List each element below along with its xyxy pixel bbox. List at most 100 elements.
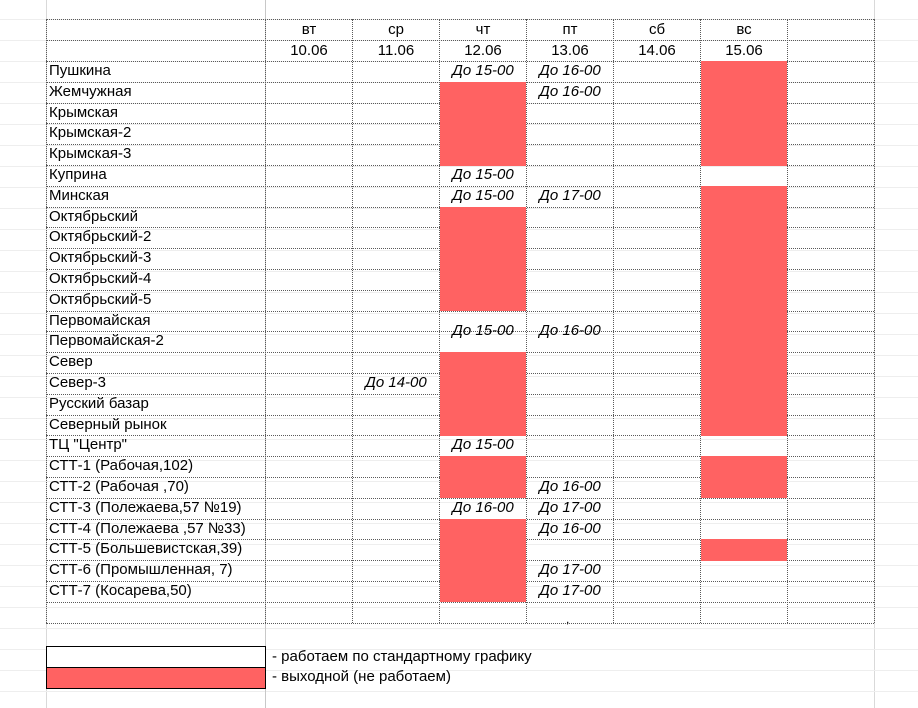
store-name: Крымская-2 [49,124,132,142]
day-off-cell [440,539,526,561]
day-off-cell [701,185,787,208]
column-border [787,19,788,623]
legend-label-standard: - работаем по стандартному графику [272,648,532,665]
store-name: СТТ-4 (Полежаева ,57 №33) [49,519,246,537]
weekday-header: ср [388,21,404,38]
sheet-gridline [0,166,918,167]
day-off-cell [440,123,526,145]
store-name: Первомайская-2 [49,332,164,350]
column-border [874,19,875,623]
day-off-cell [701,144,787,166]
hours-cell: До 15-00 [452,62,514,79]
sheet-gridline [0,670,918,671]
day-off-cell [440,477,526,499]
column-border [526,19,527,623]
hours-cell: До 14-00 [365,374,427,391]
date-header: 13.06 [551,42,589,59]
day-off-cell [701,81,787,104]
store-name: Север-3 [49,374,106,391]
day-off-cell [701,414,787,436]
day-off-cell [440,373,526,395]
day-off-cell [701,102,787,124]
day-off-cell [701,477,787,499]
day-off-cell [440,289,526,312]
store-name: Первомайская [49,311,151,329]
legend-swatch-day-off [46,667,266,689]
row-border [46,40,874,41]
store-name: Минская [49,186,110,204]
hours-cell-merged: До 15-00 [452,322,514,340]
store-name: Север [49,353,93,371]
day-off-cell [440,352,526,374]
sheet-gridline [0,649,918,650]
day-off-cell [440,414,526,436]
sheet-gridline [0,439,918,440]
day-off-cell [440,144,526,166]
store-name: Русский базар [49,394,149,412]
day-off-cell [701,539,787,561]
sheet-gridline [0,607,918,608]
hours-cell: До 17-00 [539,186,601,204]
column-border [613,19,614,623]
day-off-cell [440,581,526,603]
sheet-gridline [0,334,918,335]
day-off-cell [701,393,787,416]
day-off-cell [701,123,787,145]
sheet-gridline [0,187,918,188]
row-border [46,186,874,187]
day-off-cell [440,518,526,540]
weekday-header: вт [301,21,317,38]
hours-cell: До 16-00 [539,478,601,495]
date-header: 11.06 [377,42,415,59]
store-name: СТТ-2 (Рабочая ,70) [49,478,189,495]
store-name: Октябрьский-5 [49,290,152,308]
day-off-cell [440,560,526,582]
legend-label-day-off: - выходной (не работаем) [272,668,451,685]
date-header: 10.06 [290,42,328,59]
store-name: СТТ-3 (Полежаева,57 №19) [49,498,242,516]
row-border [46,331,874,332]
store-name: Октябрьский [49,207,138,225]
sheet-gridline [0,628,918,629]
store-name: Жемчужная [49,82,132,100]
column-border [352,19,353,623]
store-name: Октябрьский-2 [49,228,152,246]
day-off-cell [440,206,526,228]
day-off-cell [440,456,526,478]
store-name: Крымская-3 [49,145,132,163]
store-name: СТТ-5 (Большевистская,39) [49,540,243,558]
day-off-cell [701,248,787,270]
store-name: Куприна [49,166,107,183]
row-border [46,61,874,62]
store-name: СТТ-7 (Косарева,50) [49,582,192,599]
hours-cell: До 15-00 [452,186,514,204]
column-border [439,19,440,623]
store-name: Пушкина [49,62,111,79]
row-border [46,19,874,20]
hours-cell: До 16-00 [539,519,601,537]
weekday-header: пт [562,21,578,38]
date-header: 14.06 [638,42,676,59]
day-off-cell [701,352,787,374]
column-border [700,19,701,623]
day-off-cell [701,227,787,249]
day-off-cell [701,373,787,395]
day-off-cell [701,61,787,83]
hours-cell: До 17-00 [539,561,601,579]
store-name: Крымская [49,103,119,121]
hours-cell-merged: До 16-00 [539,322,601,340]
day-off-cell [440,248,526,270]
hours-cell: До 17-00 [539,582,601,599]
row-border [46,602,874,603]
column-border [46,19,47,623]
day-off-cell [440,102,526,124]
row-border [46,623,874,624]
stray-mark: , [566,612,570,626]
day-off-cell [701,289,787,312]
store-name: ТЦ "Центр" [49,436,128,454]
store-name: Октябрьский-3 [49,249,152,267]
day-off-cell [701,456,787,478]
date-header: 12.06 [464,42,502,59]
legend-swatch-standard [46,646,266,668]
